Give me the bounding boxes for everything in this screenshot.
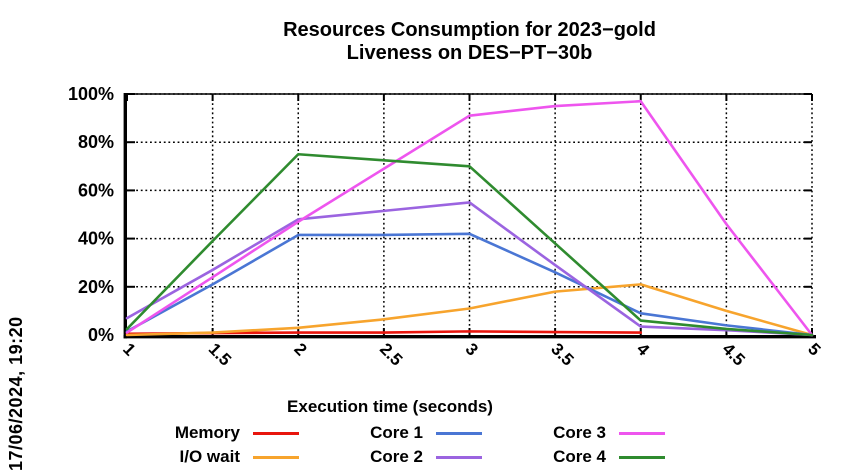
x-tick-label-2.5: 2.5 — [376, 339, 406, 369]
legend-item-memory: Memory — [162, 422, 299, 444]
legend-item-i-o-wait: I/O wait — [162, 446, 299, 468]
x-tick-label-1.5: 1.5 — [205, 339, 235, 369]
chart-title: Resources Consumption for 2023−gold — [283, 19, 656, 41]
chart-subtitle: Liveness on DES−PT−30b — [346, 42, 593, 64]
x-tick-label-3: 3 — [462, 339, 482, 359]
series-line-core-4 — [125, 152, 814, 337]
x-tick-label-3.5: 3.5 — [547, 339, 577, 369]
legend-swatch-core-4 — [619, 455, 665, 459]
legend: Memory Core 1 Core 3 I/O wait Core 2 Core 4 — [162, 422, 665, 468]
legend-label-i-o-wait: I/O wait — [179, 447, 240, 466]
legend-label-memory: Memory — [174, 423, 240, 442]
legend-swatch-i-o-wait — [253, 455, 299, 459]
legend-label-core-1: Core 1 — [370, 423, 423, 442]
x-tick-label-5: 5 — [804, 339, 824, 359]
legend-item-core-1: Core 1 — [345, 422, 482, 444]
chart-title-block: Resources Consumption for 2023−gold Live… — [127, 19, 812, 65]
series-line-core-2 — [125, 201, 814, 337]
legend-label-core-4: Core 4 — [553, 447, 606, 466]
y-tick-label-100: 100% — [68, 84, 114, 104]
series-line-i-o-wait — [125, 283, 814, 337]
legend-item-core-2: Core 2 — [345, 446, 482, 468]
y-tick-label-60: 60% — [78, 180, 114, 200]
legend-item-core-4: Core 4 — [528, 446, 665, 468]
series-line-core-3 — [125, 99, 814, 337]
x-tick-label-1: 1 — [119, 339, 139, 359]
series-line-core-1 — [125, 232, 814, 337]
y-tick-label-80: 80% — [78, 132, 114, 152]
legend-swatch-core-1 — [436, 431, 482, 435]
legend-label-core-3: Core 3 — [553, 423, 606, 442]
legend-item-core-3: Core 3 — [528, 422, 665, 444]
x-tick-label-4: 4 — [633, 339, 654, 360]
legend-swatch-core-3 — [619, 431, 665, 435]
x-axis-label: Execution time (seconds) — [287, 397, 493, 416]
x-tick-label-2: 2 — [290, 339, 310, 359]
y-tick-label-40: 40% — [78, 229, 114, 249]
legend-swatch-core-2 — [436, 455, 482, 459]
y-tick-label-20: 20% — [78, 277, 114, 297]
legend-swatch-memory — [253, 431, 299, 435]
x-tick-label-4.5: 4.5 — [719, 339, 749, 369]
y-tick-label-0: 0% — [88, 325, 114, 345]
legend-label-core-2: Core 2 — [370, 447, 423, 466]
